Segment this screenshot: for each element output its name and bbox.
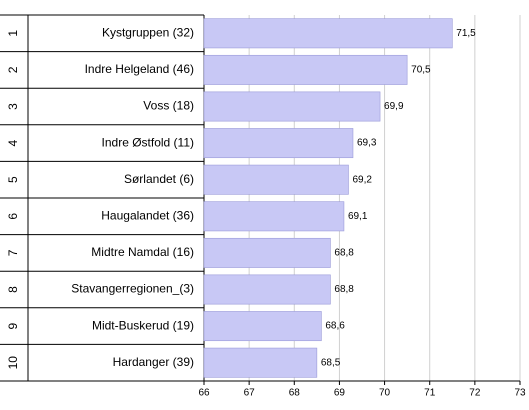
rank-label: 3 <box>6 103 20 110</box>
x-tick-label: 71 <box>424 388 436 399</box>
y-tick-label: Haugalandet (36) <box>101 208 194 222</box>
rank-label: 4 <box>6 139 20 146</box>
value-label: 69,3 <box>357 138 377 149</box>
value-label: 69,9 <box>384 101 404 112</box>
x-tick-label: 72 <box>469 388 481 399</box>
value-label: 69,2 <box>352 174 372 185</box>
y-tick-label: Indre Helgeland (46) <box>85 62 194 76</box>
y-tick-label: Voss (18) <box>143 99 194 113</box>
bar <box>203 311 322 342</box>
bar <box>203 91 381 122</box>
value-label: 68,8 <box>334 248 354 259</box>
value-label: 68,6 <box>325 321 345 332</box>
x-tick-label: 67 <box>244 388 256 399</box>
x-tick-label: 68 <box>289 388 301 399</box>
y-tick-label: Sørlandet (6) <box>124 172 194 186</box>
x-tick-label: 73 <box>514 388 526 399</box>
rank-label: 9 <box>6 322 20 329</box>
y-tick-label: Indre Østfold (11) <box>102 135 194 149</box>
rank-label: 10 <box>6 356 20 370</box>
rank-label: 1 <box>6 30 20 37</box>
y-tick-label: Stavangerregionen_(3) <box>71 282 194 296</box>
x-tick-label: 69 <box>334 388 346 399</box>
rank-label: 6 <box>6 213 20 220</box>
bar <box>203 274 331 305</box>
x-tick-label: 70 <box>379 388 391 399</box>
y-tick-label: Midtre Namdal (16) <box>91 245 194 259</box>
value-label: 68,8 <box>334 284 354 295</box>
bar <box>203 18 453 49</box>
rank-label: 8 <box>6 286 20 293</box>
rank-label: 2 <box>6 66 20 73</box>
y-tick-label: Kystgruppen (32) <box>102 25 194 39</box>
value-label: 70,5 <box>411 65 431 76</box>
bar <box>203 347 318 378</box>
value-label: 68,5 <box>321 357 341 368</box>
bar <box>203 54 408 85</box>
bar <box>203 201 345 232</box>
bar <box>203 237 331 268</box>
rank-label: 5 <box>6 176 20 183</box>
y-tick-label: Hardanger (39) <box>113 355 194 369</box>
bar <box>203 164 349 195</box>
value-label: 71,5 <box>456 28 476 39</box>
x-tick-label: 66 <box>198 388 210 399</box>
value-label: 69,1 <box>348 211 368 222</box>
y-tick-label: Midt-Buskerud (19) <box>92 318 194 332</box>
rank-label: 7 <box>6 249 20 256</box>
bar <box>203 128 354 159</box>
